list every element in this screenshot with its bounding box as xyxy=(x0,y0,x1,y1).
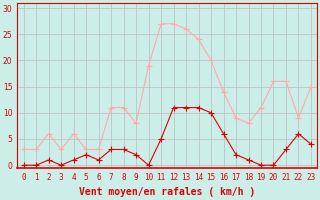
X-axis label: Vent moyen/en rafales ( km/h ): Vent moyen/en rafales ( km/h ) xyxy=(79,187,255,197)
